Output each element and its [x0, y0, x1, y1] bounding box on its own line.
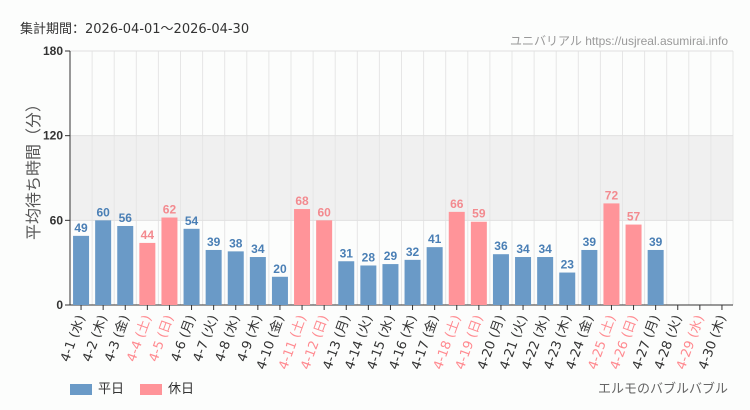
data-label: 66: [450, 197, 464, 211]
bar: [492, 254, 509, 305]
legend-weekday[interactable]: 平日: [70, 378, 124, 397]
period-label: 集計期間：2026-04-01～2026-04-30: [20, 22, 250, 37]
bar: [294, 209, 311, 305]
bar: [603, 203, 620, 305]
bar: [448, 211, 465, 305]
data-label: 34: [251, 242, 265, 256]
data-label: 36: [494, 239, 508, 253]
y-tick-label: 60: [50, 213, 64, 227]
bar: [117, 225, 134, 305]
bar: [382, 264, 399, 305]
data-label: 68: [295, 194, 309, 208]
data-label: 57: [627, 210, 641, 224]
legend-swatch-holiday: [140, 384, 163, 395]
legend-label: 休日: [168, 382, 195, 397]
bar: [404, 259, 421, 305]
bar: [515, 257, 532, 305]
bar: [537, 257, 554, 305]
bar: [249, 257, 266, 305]
y-tick-label: 120: [43, 129, 63, 143]
bar: [647, 249, 664, 305]
legend-holiday[interactable]: 休日: [140, 378, 194, 397]
data-label: 34: [516, 242, 530, 256]
legend-label: 平日: [98, 382, 125, 397]
data-label: 41: [428, 232, 442, 246]
bar: [95, 220, 112, 305]
bar: [559, 272, 576, 305]
data-label: 28: [362, 250, 376, 264]
data-label: 54: [185, 214, 199, 228]
bar: [426, 247, 443, 305]
bar: [470, 221, 487, 305]
bar: [161, 217, 178, 305]
bar: [360, 265, 377, 305]
data-label: 60: [317, 205, 331, 219]
bar: [183, 228, 200, 305]
data-label: 56: [119, 211, 133, 225]
data-label: 39: [583, 235, 597, 249]
data-label: 20: [273, 262, 287, 276]
data-label: 23: [561, 258, 575, 272]
y-tick-label: 180: [43, 44, 63, 58]
y-tick-label: 0: [56, 298, 63, 312]
bar: [316, 220, 333, 305]
data-label: 72: [605, 188, 619, 202]
bar: [625, 224, 642, 305]
data-label: 32: [406, 245, 420, 259]
legend: 平日 休日: [70, 378, 194, 397]
site-credit[interactable]: ユニバリアル https://usjreal.asumirai.info: [510, 34, 728, 48]
data-label: 62: [163, 203, 177, 217]
data-label: 34: [538, 242, 552, 256]
bar: [338, 261, 355, 305]
data-label: 31: [340, 246, 354, 260]
data-label: 44: [141, 228, 155, 242]
attraction-name: エルモのバブルバブル: [597, 382, 728, 397]
data-label: 39: [649, 235, 663, 249]
bar: [139, 242, 156, 305]
bar: [271, 276, 288, 305]
data-label: 29: [384, 249, 398, 263]
bar: [581, 249, 598, 305]
data-label: 59: [472, 207, 486, 221]
bar: [227, 251, 244, 305]
data-label: 38: [229, 236, 243, 250]
data-label: 39: [207, 235, 221, 249]
bar: [205, 249, 222, 305]
data-label: 60: [96, 205, 110, 219]
bar: [73, 235, 90, 305]
data-label: 49: [74, 221, 88, 235]
legend-swatch-weekday: [70, 384, 92, 395]
